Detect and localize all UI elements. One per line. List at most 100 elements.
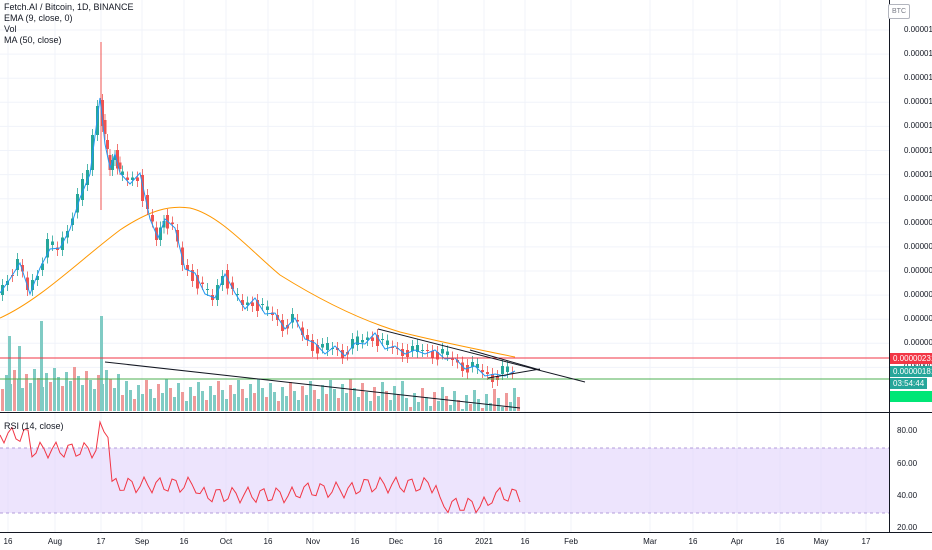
volume-bar — [177, 383, 180, 411]
volume-bar — [285, 396, 288, 411]
volume-bar — [369, 401, 372, 411]
ema-line — [0, 97, 516, 377]
legend-ema[interactable]: EMA (9, close, 0) — [4, 13, 73, 23]
candle-body — [371, 337, 374, 341]
candle-body — [261, 304, 264, 305]
volume-bar — [161, 393, 164, 411]
volume-bar — [269, 383, 272, 411]
volume-bar — [133, 399, 136, 411]
legend-vol[interactable]: Vol — [4, 24, 17, 34]
candle-body — [366, 337, 369, 340]
triangle-upper — [469, 349, 541, 371]
volume-bar — [169, 388, 172, 411]
candle-body — [326, 343, 329, 350]
candle-body — [246, 302, 249, 305]
time-tick-label: Mar — [643, 537, 657, 546]
time-tick-label: 17 — [861, 537, 871, 546]
time-tick-label: Sep — [134, 537, 150, 546]
chart-legend: Fetch.AI / Bitcoin, 1D, BINANCE EMA (9, … — [4, 2, 134, 46]
ma-line — [0, 206, 516, 358]
candle-body — [446, 351, 449, 355]
volume-bar — [457, 400, 460, 411]
currency-badge[interactable]: BTC — [888, 4, 910, 19]
volume-bar — [353, 388, 356, 411]
volume-bar — [33, 369, 36, 411]
volume-bar — [165, 379, 168, 411]
volume-bar — [209, 386, 212, 411]
volume-bar — [261, 388, 264, 411]
volume-bar — [281, 387, 284, 411]
candle-body — [481, 370, 484, 372]
volume-bar — [37, 378, 40, 411]
volume-bar — [501, 407, 504, 411]
volume-bar — [485, 394, 488, 411]
candle-body — [491, 374, 494, 382]
volume-bar — [385, 391, 388, 411]
candle-body — [111, 160, 114, 170]
candle-body — [306, 335, 309, 340]
volume-bar — [429, 406, 432, 411]
volume-bar — [125, 381, 128, 411]
volume-bar — [517, 397, 520, 411]
volume-bar — [205, 400, 208, 411]
candle-body — [256, 300, 259, 311]
volume-bar — [81, 385, 84, 411]
price-tick-label: 0.00000300 — [904, 338, 932, 348]
candle-body — [501, 366, 504, 374]
volume-bar — [297, 400, 300, 411]
rsi-legend[interactable]: RSI (14, close) — [4, 421, 64, 431]
volume-bar — [105, 370, 108, 411]
price-tick-label: 0.00001100 — [904, 145, 932, 155]
current-price-tag: 0.00000181 — [890, 366, 932, 377]
volume-bar — [309, 381, 312, 411]
volume-bar — [421, 388, 424, 411]
candle-body — [251, 302, 254, 306]
volume-bar — [201, 391, 204, 411]
candle-body — [108, 155, 112, 170]
rsi-tick-label: 40.00 — [897, 491, 918, 500]
candle-body — [486, 372, 489, 374]
price-tick-label: 0.00001000 — [904, 169, 932, 179]
volume-bar — [305, 395, 308, 411]
volume-bar — [381, 382, 384, 411]
volume-bar — [493, 389, 496, 411]
volume-bar — [325, 394, 328, 411]
candle-body — [511, 372, 514, 374]
time-tick-label: 16 — [688, 537, 698, 546]
countdown-tag: 03:54:44 — [890, 378, 928, 389]
volume-bar — [25, 374, 28, 411]
legend-ma[interactable]: MA (50, close) — [4, 35, 62, 45]
volume-bar — [21, 388, 24, 411]
volume-bar — [113, 388, 116, 411]
volume-bar — [229, 385, 232, 411]
volume-bar — [313, 390, 316, 411]
price-tick-label: 0.00000400 — [904, 314, 932, 324]
candle-body — [118, 162, 122, 169]
candle-body — [31, 280, 34, 290]
volume-bar — [97, 375, 100, 411]
volume-bar — [277, 401, 280, 411]
volume-bar — [189, 387, 192, 411]
volume-bar — [361, 383, 364, 411]
volume-bar — [489, 403, 492, 411]
volume-bar — [237, 380, 240, 411]
volume-bar — [45, 373, 48, 411]
time-tick-label: Feb — [564, 537, 578, 546]
volume-bar — [57, 377, 60, 411]
candle-body — [351, 339, 354, 349]
time-tick-label: 16 — [433, 537, 443, 546]
price-tick-label: 0.00000500 — [904, 290, 932, 300]
price-tick-label: 0.00001200 — [904, 121, 932, 131]
trendline-upper — [377, 328, 586, 383]
candle-body — [196, 275, 199, 289]
legend-symbol[interactable]: Fetch.AI / Bitcoin, 1D, BINANCE — [4, 2, 134, 12]
volume-bar — [289, 382, 292, 411]
candle-body — [441, 349, 444, 354]
candle-body — [301, 327, 304, 335]
volume-bar — [329, 380, 332, 411]
volume-bar — [425, 397, 428, 411]
volume-bar — [465, 395, 468, 411]
price-tick-label: 0.00000600 — [904, 266, 932, 275]
candle-body — [36, 276, 39, 280]
